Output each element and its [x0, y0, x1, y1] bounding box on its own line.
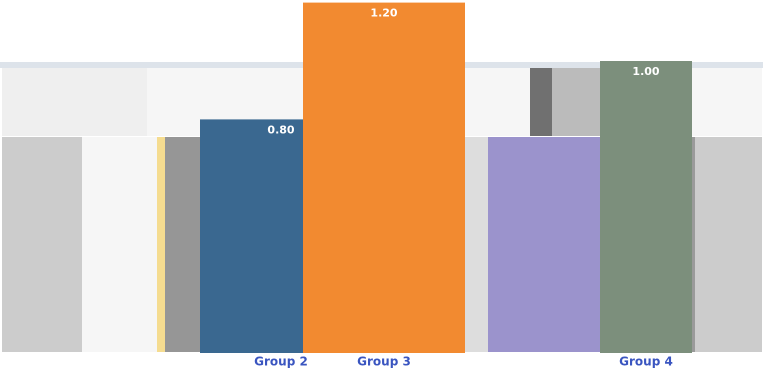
- panel: [2, 68, 147, 136]
- value-label: 1.20: [370, 7, 397, 20]
- panel: [695, 137, 762, 352]
- x-tick-label: Group 2: [254, 355, 308, 369]
- x-tick-label: Group 3: [357, 355, 411, 369]
- panel: [552, 68, 600, 136]
- panel: [2, 137, 82, 352]
- panel: [692, 68, 762, 136]
- value-label: 0.80: [267, 123, 294, 136]
- bar: [303, 2, 465, 353]
- x-tick-label: Group 4: [619, 355, 673, 369]
- value-label: 1.00: [632, 65, 659, 78]
- bar: [600, 61, 692, 353]
- panel: [530, 68, 552, 136]
- panel: [82, 137, 157, 352]
- panel: [157, 137, 165, 352]
